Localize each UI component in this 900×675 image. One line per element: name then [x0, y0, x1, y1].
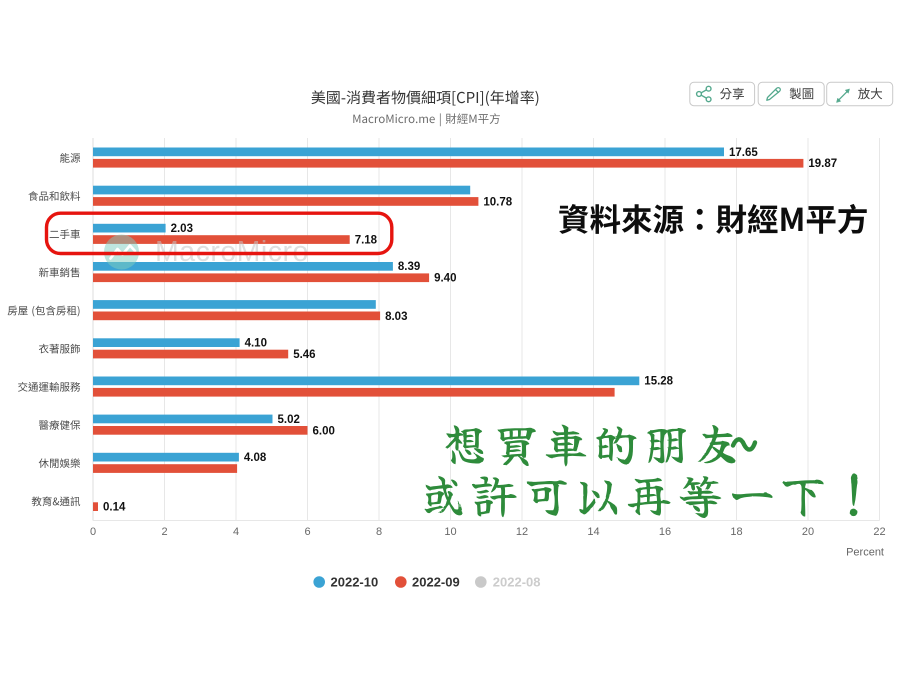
svg-text:15.28: 15.28	[644, 376, 673, 388]
svg-text:4.08: 4.08	[244, 452, 267, 464]
svg-text:18: 18	[730, 526, 742, 538]
svg-text:10: 10	[444, 526, 456, 538]
svg-text:8: 8	[376, 526, 382, 538]
svg-text:2022-09: 2022-09	[412, 575, 460, 590]
svg-text:5.02: 5.02	[278, 414, 300, 426]
svg-text:9.40: 9.40	[434, 273, 456, 285]
svg-text:2022-08: 2022-08	[493, 575, 541, 590]
svg-text:16: 16	[659, 526, 671, 538]
svg-text:0.14: 0.14	[103, 502, 126, 514]
svg-text:14: 14	[587, 526, 599, 538]
svg-text:12: 12	[516, 526, 528, 538]
svg-text:Percent: Percent	[846, 547, 884, 559]
svg-text:2022-10: 2022-10	[331, 575, 379, 590]
svg-text:2: 2	[161, 526, 167, 538]
svg-text:6.00: 6.00	[313, 425, 335, 437]
svg-text:20: 20	[802, 526, 814, 538]
svg-text:10.78: 10.78	[483, 196, 512, 208]
svg-text:7.18: 7.18	[355, 235, 378, 247]
svg-text:17.65: 17.65	[729, 147, 758, 159]
svg-text:4.10: 4.10	[245, 338, 267, 350]
svg-text:5.46: 5.46	[293, 349, 315, 361]
svg-text:6: 6	[304, 526, 310, 538]
svg-text:19.87: 19.87	[808, 158, 837, 170]
svg-text:8.39: 8.39	[398, 261, 420, 273]
svg-text:22: 22	[873, 526, 885, 538]
svg-text:2.03: 2.03	[171, 223, 193, 235]
svg-text:4: 4	[233, 526, 239, 538]
svg-text:0: 0	[90, 526, 96, 538]
svg-text:8.03: 8.03	[385, 311, 407, 323]
